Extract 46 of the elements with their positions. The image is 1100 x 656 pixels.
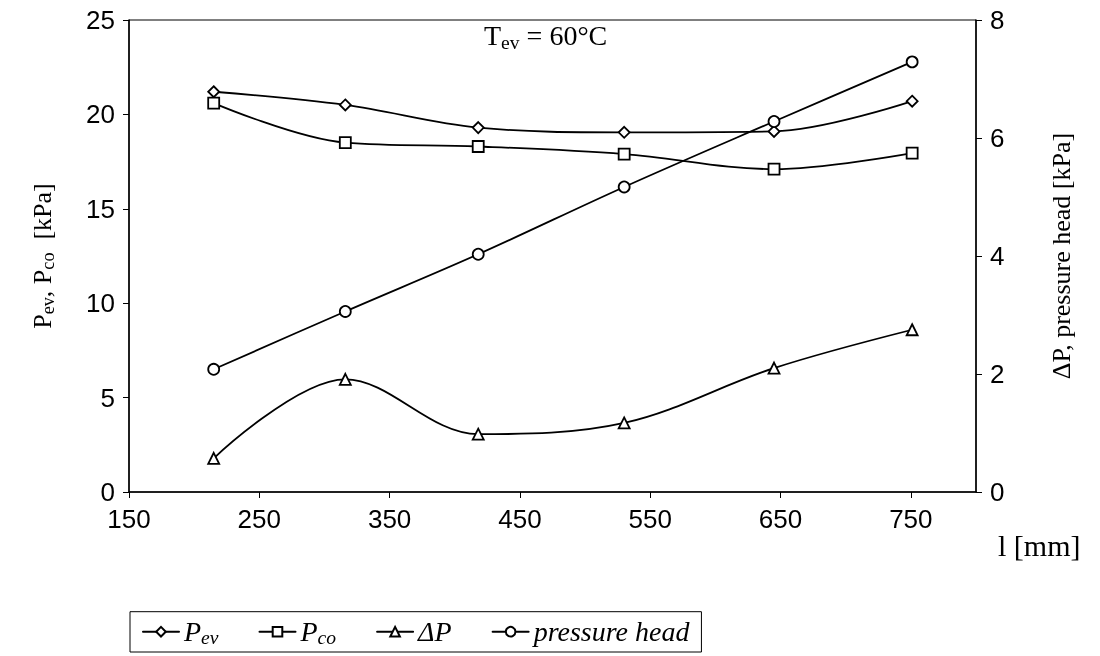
point <box>207 362 221 376</box>
point <box>767 115 781 128</box>
point <box>471 247 485 261</box>
x-tick-label: 250 <box>237 504 281 534</box>
x-axis-title: l [mm] <box>998 528 1081 562</box>
point <box>207 85 221 99</box>
y-tick-label: 10 <box>86 288 115 319</box>
point <box>338 136 352 150</box>
point <box>471 427 485 441</box>
point <box>471 121 485 135</box>
x-tick-label: 450 <box>498 504 542 534</box>
point <box>617 125 631 139</box>
point <box>471 140 485 153</box>
point <box>905 146 919 160</box>
point <box>767 361 781 375</box>
y2-tick-label: 0 <box>990 477 1005 507</box>
x-tick-label: 150 <box>107 504 151 534</box>
x-tick-label: 650 <box>758 504 803 534</box>
point <box>905 94 919 108</box>
y2-tick-label: 6 <box>990 123 1005 153</box>
y2-tick-label: 4 <box>990 241 1005 271</box>
y2-tick-label: 2 <box>990 359 1005 389</box>
point <box>617 180 631 194</box>
y-axis-title: Pev, Pco [kPa] <box>27 183 58 329</box>
point <box>767 162 781 176</box>
x-tick-label: 350 <box>367 504 412 534</box>
point <box>617 147 631 161</box>
y-tick-label: 25 <box>86 5 115 35</box>
y-tick-label: 15 <box>86 193 115 224</box>
y-tick-label: 0 <box>100 477 115 507</box>
y-tick-label: 5 <box>100 382 115 413</box>
point <box>905 323 919 337</box>
y-tick-label: 20 <box>86 99 115 130</box>
legend-label: ΔP <box>417 616 452 648</box>
x-tick-label: 750 <box>889 504 933 534</box>
y2-axis-title: ΔP, pressure head [kPa] <box>1046 132 1076 380</box>
x-tick-label: 550 <box>628 504 672 534</box>
point <box>207 96 221 110</box>
point <box>338 305 352 318</box>
point <box>338 98 352 112</box>
y2-tick-label: 8 <box>990 5 1005 35</box>
point <box>338 372 352 386</box>
legend-label: pressure head <box>531 616 691 648</box>
point <box>905 55 919 69</box>
point <box>207 451 221 465</box>
point <box>617 416 631 430</box>
